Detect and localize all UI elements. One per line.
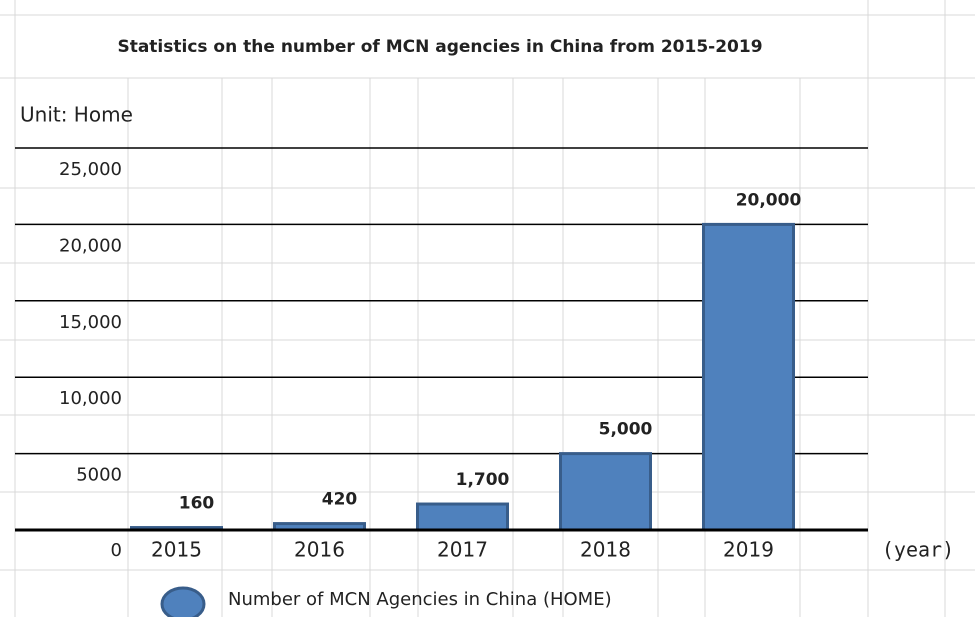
y-tick-label: 20,000 <box>59 235 122 256</box>
x-tick-label: 2017 <box>437 538 488 562</box>
y-tick-label: 10,000 <box>59 388 122 409</box>
y-tick-label: 5000 <box>76 465 122 486</box>
x-axis-label: (year) <box>882 538 954 562</box>
y-tick-label: 0 <box>111 540 122 561</box>
data-label: 1,700 <box>456 470 510 490</box>
bar <box>416 502 509 532</box>
x-tick-label: 2016 <box>294 538 345 562</box>
y-tick-label: 25,000 <box>59 159 122 180</box>
data-label: 5,000 <box>599 420 653 440</box>
data-label: 420 <box>322 490 358 510</box>
legend-label: Number of MCN Agencies in China (HOME) <box>228 589 612 610</box>
x-tick-label: 2015 <box>151 538 202 562</box>
x-tick-label: 2018 <box>580 538 631 562</box>
bar <box>702 222 795 532</box>
chart-title: Statistics on the number of MCN agencies… <box>117 37 762 57</box>
x-tick-label: 2019 <box>723 538 774 562</box>
y-tick-label: 15,000 <box>59 312 122 333</box>
legend-marker <box>160 586 206 617</box>
data-label: 20,000 <box>736 190 802 210</box>
data-label: 160 <box>179 494 215 514</box>
bar <box>559 452 652 532</box>
unit-label: Unit: Home <box>20 103 133 127</box>
